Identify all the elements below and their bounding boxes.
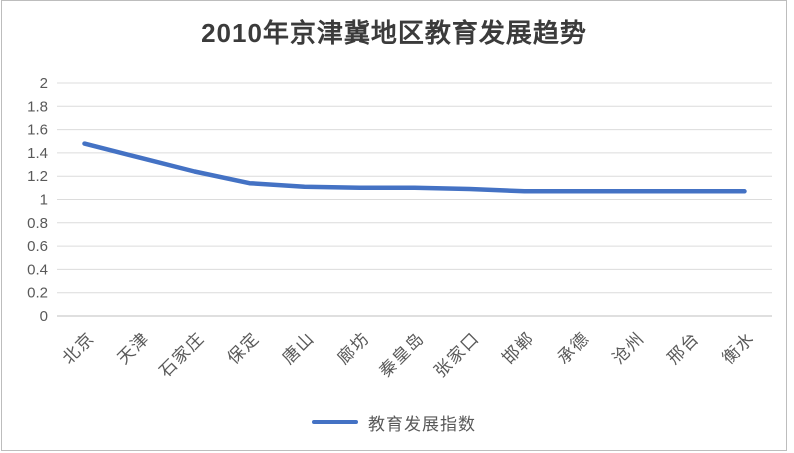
x-axis-category-label: 邯郸 xyxy=(499,328,539,368)
x-axis-category-label: 邢台 xyxy=(664,328,704,368)
y-axis-tick-label: 1 xyxy=(40,192,48,209)
y-axis-tick-label: 0 xyxy=(40,308,48,325)
y-axis-tick-label: 2 xyxy=(40,75,48,92)
x-axis-category-label: 沧州 xyxy=(609,328,649,368)
y-axis-tick-label: 0.6 xyxy=(27,238,48,255)
y-axis-tick-label: 1.4 xyxy=(27,145,48,162)
x-axis-category-label: 天津 xyxy=(114,328,154,368)
y-axis-tick-label: 0.4 xyxy=(27,261,48,278)
x-axis-category-label: 衡水 xyxy=(719,328,759,368)
x-axis-category-label: 廊坊 xyxy=(334,328,374,368)
chart-legend: 教育发展指数 xyxy=(2,408,786,436)
y-axis-tick-label: 1.6 xyxy=(27,122,48,139)
legend-line-marker xyxy=(312,420,358,424)
y-axis-tick-label: 0.2 xyxy=(27,285,48,302)
chart-title: 2010年京津冀地区教育发展趋势 xyxy=(201,18,587,48)
x-axis-category-label: 保定 xyxy=(224,328,264,368)
y-axis-tick-label: 1.2 xyxy=(27,168,48,185)
legend-series-label: 教育发展指数 xyxy=(368,414,476,434)
y-axis-tick-label: 1.8 xyxy=(27,98,48,115)
x-axis-category-label: 张家口 xyxy=(431,328,484,381)
x-axis-category-label: 承德 xyxy=(554,328,594,368)
x-axis-category-label: 秦皇岛 xyxy=(376,328,429,381)
series-line-0 xyxy=(82,141,747,194)
x-axis-category-label: 唐山 xyxy=(278,328,318,368)
x-axis-category-label: 石家庄 xyxy=(156,328,209,381)
y-axis-tick-label: 0.8 xyxy=(27,215,48,232)
x-axis-category-label: 北京 xyxy=(59,328,99,368)
